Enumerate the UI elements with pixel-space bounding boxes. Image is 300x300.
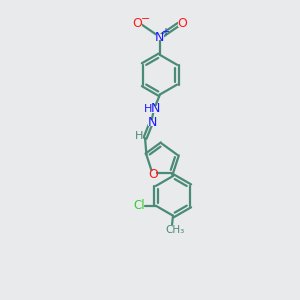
Text: Cl: Cl xyxy=(133,199,145,212)
Text: O: O xyxy=(133,17,142,30)
Bar xyxy=(134,202,144,209)
Text: H: H xyxy=(134,131,143,141)
Bar xyxy=(148,171,156,177)
Bar xyxy=(178,21,187,27)
Text: −: − xyxy=(141,14,150,24)
Text: O: O xyxy=(177,17,187,30)
Bar xyxy=(136,134,142,139)
Bar xyxy=(169,226,181,232)
Text: CH₃: CH₃ xyxy=(166,224,185,235)
Bar xyxy=(146,106,158,112)
Bar xyxy=(133,21,142,27)
Text: N: N xyxy=(151,103,160,116)
Text: +: + xyxy=(161,26,169,37)
Text: H: H xyxy=(144,104,153,114)
Text: N: N xyxy=(155,31,164,44)
Text: N: N xyxy=(147,116,157,129)
Bar xyxy=(156,34,164,40)
Text: O: O xyxy=(148,167,158,181)
Bar xyxy=(148,120,156,126)
